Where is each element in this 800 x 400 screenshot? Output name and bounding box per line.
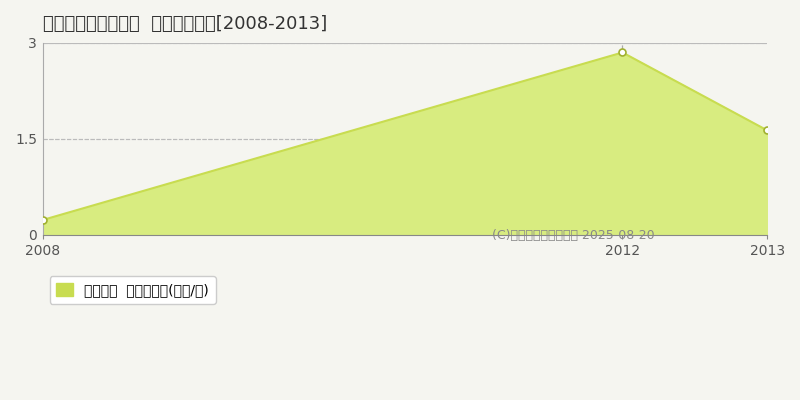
Legend: 土地価格  平均坪単価(万円/坪): 土地価格 平均坪単価(万円/坪)	[50, 276, 216, 304]
Text: (C)土地価格ドットコム 2025-08-20: (C)土地価格ドットコム 2025-08-20	[492, 230, 654, 242]
Text: 多気郡大台町天ケ瀬  土地価格推移[2008-2013]: 多気郡大台町天ケ瀬 土地価格推移[2008-2013]	[42, 15, 327, 33]
